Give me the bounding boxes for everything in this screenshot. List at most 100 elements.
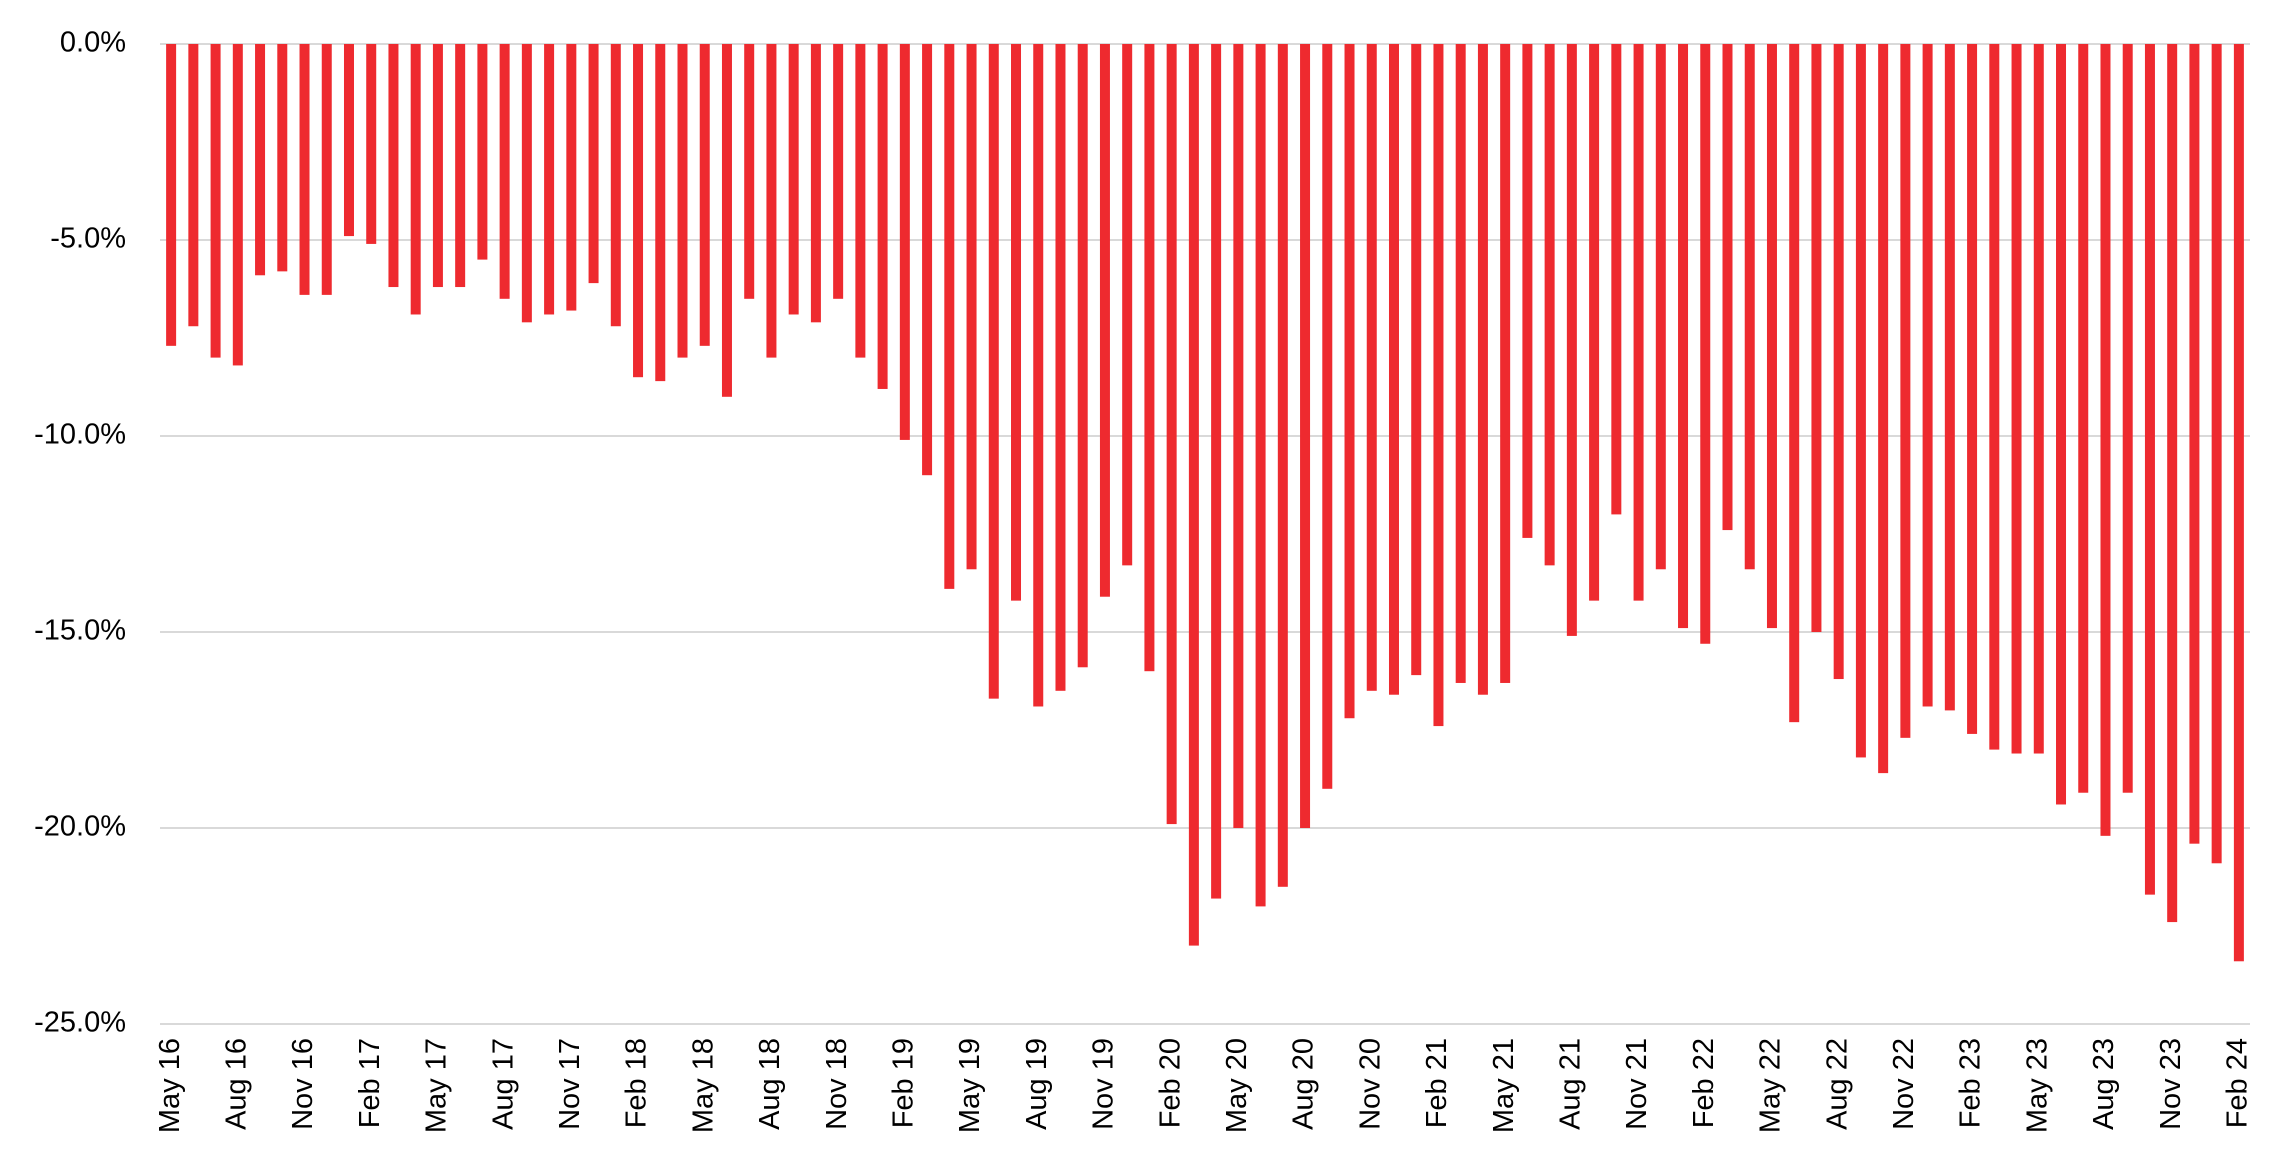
bar bbox=[1878, 44, 1889, 774]
x-tick-label: Feb 22 bbox=[1688, 1038, 1720, 1128]
bar bbox=[2189, 44, 2200, 844]
bar bbox=[1944, 44, 1955, 711]
bar bbox=[655, 44, 666, 382]
x-tick-label: Feb 17 bbox=[354, 1038, 386, 1128]
bar bbox=[1388, 44, 1399, 695]
bar bbox=[1833, 44, 1844, 680]
bar bbox=[255, 44, 266, 276]
bar bbox=[544, 44, 555, 315]
x-tick-label: Aug 23 bbox=[2088, 1038, 2120, 1130]
x-tick-label: May 20 bbox=[1221, 1038, 1253, 1133]
x-tick-label: Aug 22 bbox=[1821, 1038, 1853, 1130]
bar bbox=[1122, 44, 1133, 566]
x-tick-label: May 21 bbox=[1488, 1038, 1520, 1133]
bar bbox=[1744, 44, 1755, 570]
y-tick-label: -20.0% bbox=[34, 811, 126, 843]
x-tick-label: Nov 19 bbox=[1088, 1038, 1120, 1130]
bar bbox=[455, 44, 466, 288]
bar bbox=[499, 44, 510, 299]
bar bbox=[366, 44, 377, 244]
x-tick-label: Aug 21 bbox=[1555, 1038, 1587, 1130]
x-tick-label: May 23 bbox=[2021, 1038, 2053, 1133]
bar bbox=[1255, 44, 1266, 907]
x-tick-label: Nov 21 bbox=[1621, 1038, 1653, 1130]
bar bbox=[1522, 44, 1533, 538]
bar bbox=[521, 44, 532, 323]
bar bbox=[1277, 44, 1288, 887]
bar bbox=[2167, 44, 2178, 923]
x-tick-label: May 17 bbox=[421, 1038, 453, 1133]
x-tick-label: Feb 19 bbox=[887, 1038, 919, 1128]
bar bbox=[2122, 44, 2133, 793]
bar bbox=[1322, 44, 1333, 789]
bar bbox=[2211, 44, 2222, 864]
bar bbox=[210, 44, 221, 358]
x-tick-label: Nov 20 bbox=[1354, 1038, 1386, 1130]
bar bbox=[277, 44, 288, 272]
x-tick-label: Feb 23 bbox=[1955, 1038, 1987, 1128]
x-tick-label: Nov 22 bbox=[1888, 1038, 1920, 1130]
bar bbox=[1811, 44, 1822, 632]
bar bbox=[2144, 44, 2155, 895]
x-tick-label: Nov 18 bbox=[821, 1038, 853, 1130]
x-tick-label: Aug 19 bbox=[1021, 1038, 1053, 1130]
bar bbox=[2011, 44, 2022, 754]
bar bbox=[1589, 44, 1600, 601]
bar bbox=[810, 44, 821, 323]
bar bbox=[1678, 44, 1689, 629]
bar bbox=[1233, 44, 1244, 828]
bar bbox=[1500, 44, 1511, 683]
x-tick-label: Feb 24 bbox=[2222, 1038, 2254, 1128]
bar bbox=[966, 44, 977, 570]
x-tick-label: Nov 23 bbox=[2155, 1038, 2187, 1130]
x-tick-label: Aug 18 bbox=[754, 1038, 786, 1130]
bar bbox=[1722, 44, 1733, 531]
bar bbox=[1188, 44, 1199, 946]
bar bbox=[1700, 44, 1711, 644]
bar bbox=[2100, 44, 2111, 836]
bar bbox=[1655, 44, 1666, 570]
bar bbox=[1477, 44, 1488, 695]
bar bbox=[1633, 44, 1644, 601]
bar bbox=[1411, 44, 1422, 676]
bar bbox=[1922, 44, 1933, 707]
bar bbox=[2033, 44, 2044, 754]
bar bbox=[299, 44, 310, 295]
bar bbox=[1789, 44, 1800, 723]
bar bbox=[1900, 44, 1911, 738]
bar bbox=[1433, 44, 1444, 727]
bar bbox=[833, 44, 844, 299]
bar bbox=[1366, 44, 1377, 691]
bar bbox=[588, 44, 599, 284]
x-tick-label: Feb 20 bbox=[1154, 1038, 1186, 1128]
bar bbox=[877, 44, 888, 389]
bar bbox=[566, 44, 577, 311]
bar bbox=[633, 44, 644, 378]
x-tick-label: Feb 21 bbox=[1421, 1038, 1453, 1128]
x-tick-label: Aug 20 bbox=[1288, 1038, 1320, 1130]
bar bbox=[2233, 44, 2244, 962]
bar bbox=[343, 44, 354, 237]
bar bbox=[1544, 44, 1555, 566]
bar bbox=[1855, 44, 1866, 758]
bar bbox=[1611, 44, 1622, 515]
y-tick-label: -10.0% bbox=[34, 419, 126, 451]
x-tick-label: May 22 bbox=[1755, 1038, 1787, 1133]
bar bbox=[410, 44, 421, 315]
bar bbox=[432, 44, 443, 288]
y-tick-label: -25.0% bbox=[34, 1007, 126, 1039]
bar bbox=[766, 44, 777, 358]
bar bbox=[944, 44, 955, 589]
x-tick-label: May 19 bbox=[954, 1038, 986, 1133]
bar bbox=[922, 44, 933, 476]
bar bbox=[1144, 44, 1155, 672]
bar bbox=[721, 44, 732, 397]
x-tick-label: May 16 bbox=[154, 1038, 186, 1133]
bar bbox=[1166, 44, 1177, 825]
bar bbox=[744, 44, 755, 299]
bar bbox=[788, 44, 799, 315]
bar bbox=[855, 44, 866, 358]
x-tick-label: May 18 bbox=[687, 1038, 719, 1133]
